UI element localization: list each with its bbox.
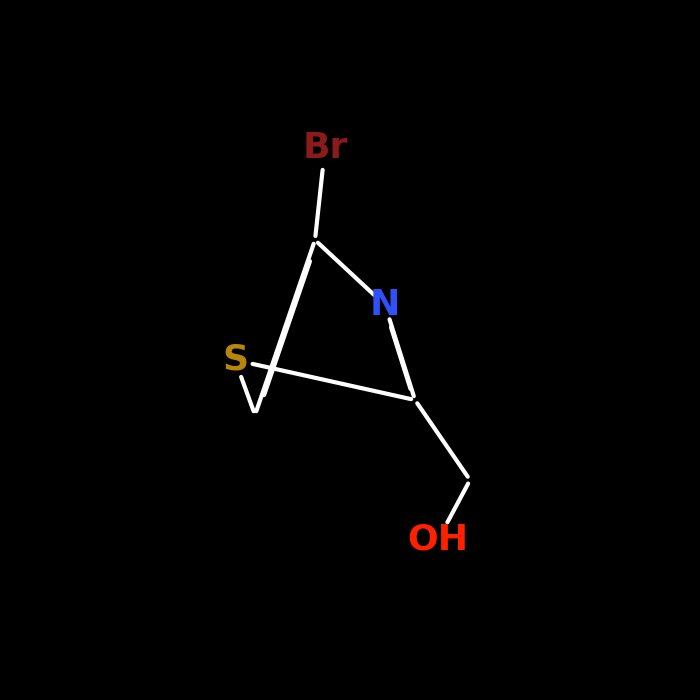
- Text: N: N: [370, 288, 400, 322]
- Text: Br: Br: [302, 131, 348, 165]
- Text: S: S: [222, 343, 248, 377]
- Text: OH: OH: [407, 523, 468, 557]
